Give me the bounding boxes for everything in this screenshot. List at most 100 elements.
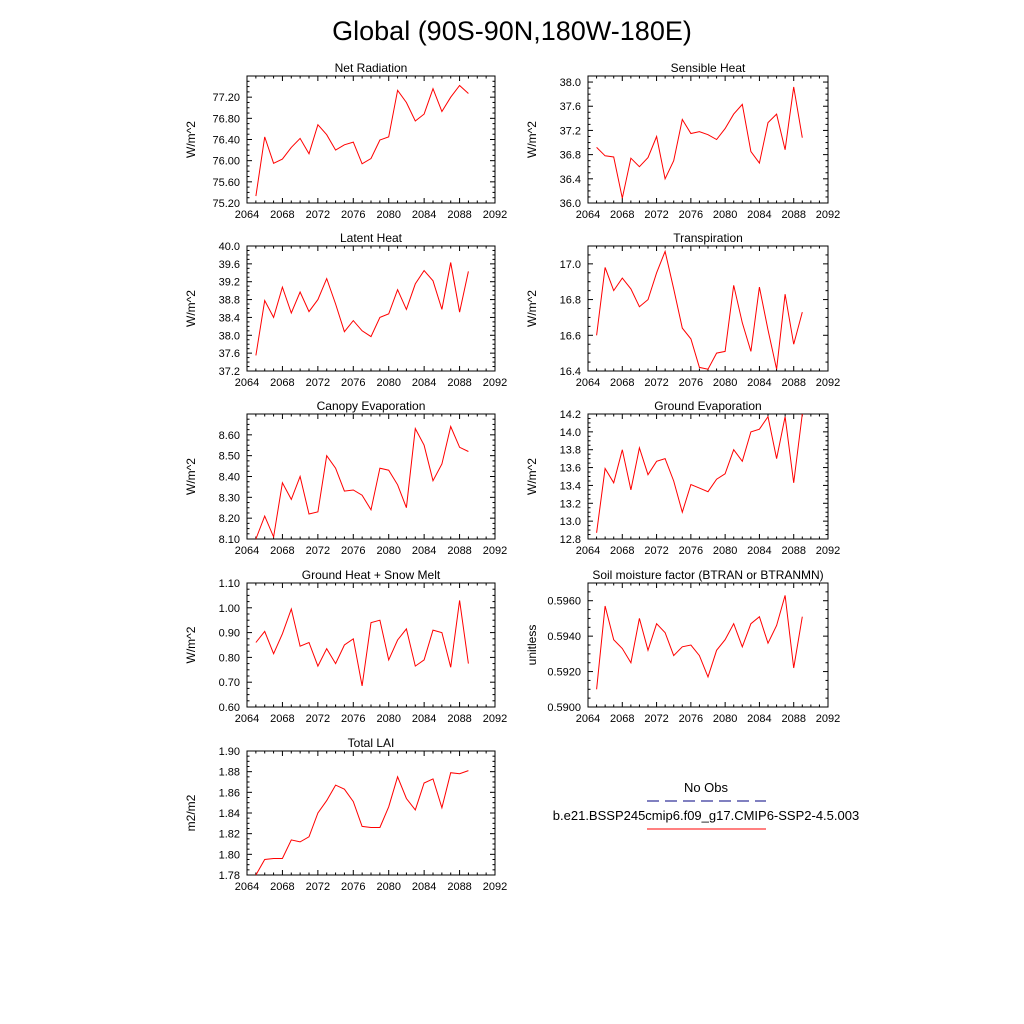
x-tick-label: 2064 [576,377,600,389]
y-axis-label: W/m^2 [184,458,198,495]
x-tick-label: 2072 [306,377,330,389]
x-tick-label: 2072 [644,377,668,389]
y-tick-label: 14.0 [560,427,581,439]
y-tick-label: 0.5940 [547,631,581,643]
x-tick-label: 2076 [341,545,365,557]
x-tick-label: 2092 [816,713,840,725]
y-tick-label: 38.0 [560,77,581,89]
y-tick-label: 1.88 [219,767,240,779]
y-tick-label: 75.60 [212,177,240,189]
plot-frame [588,583,828,707]
x-tick-label: 2068 [270,209,294,221]
y-tick-label: 8.50 [219,451,240,463]
x-tick-label: 2072 [644,713,668,725]
y-tick-label: 36.4 [560,174,581,186]
y-tick-label: 17.0 [560,259,581,271]
plot-frame [588,414,828,539]
y-tick-label: 16.4 [560,366,581,378]
panel-title: Canopy Evaporation [317,399,426,413]
plot-frame [247,751,495,875]
series-line [597,414,803,533]
x-tick-label: 2068 [610,377,634,389]
chart-panel: Sensible Heat 2064 2068 2072 2076 2080 2084 208… [525,61,840,221]
series-line [256,427,469,540]
panel-title: Net Radiation [335,61,408,75]
x-tick-label: 2092 [483,713,507,725]
y-tick-label: 13.2 [560,498,581,510]
y-tick-label: 38.4 [219,312,240,324]
chart-panel: Latent Heat 2064 2068 2072 2076 2080 2084 2088 2… [184,231,507,389]
y-axis-label: W/m^2 [184,626,198,663]
page-title: Global (90S-90N,180W-180E) [332,16,692,46]
plot-frame [247,246,495,371]
y-tick-label: 8.10 [219,534,240,546]
series-line [256,600,469,686]
x-tick-label: 2068 [270,713,294,725]
y-tick-label: 38.8 [219,295,240,307]
chart-panel: Net Radiation 2064 2068 2072 2076 2080 2084 208… [184,61,507,221]
y-axis-label: unitless [525,625,539,666]
y-tick-label: 37.6 [560,101,581,113]
x-tick-label: 2088 [781,545,805,557]
y-tick-label: 13.4 [560,480,581,492]
y-tick-label: 36.8 [560,150,581,162]
x-tick-label: 2064 [235,881,259,893]
y-tick-label: 76.00 [212,156,240,168]
panel-title: Ground Heat + Snow Melt [302,568,441,582]
chart-panel: Transpiration 2064 2068 2072 2076 2080 2084 208… [525,231,840,389]
x-tick-label: 2076 [341,881,365,893]
x-tick-label: 2080 [376,713,400,725]
y-tick-label: 1.80 [219,849,240,861]
x-tick-label: 2092 [816,545,840,557]
x-tick-label: 2076 [679,713,703,725]
x-tick-label: 2084 [412,377,436,389]
series-line [597,87,803,198]
y-tick-label: 8.60 [219,430,240,442]
panel-title: Transpiration [673,231,743,245]
x-tick-label: 2080 [713,713,737,725]
x-tick-label: 2080 [713,209,737,221]
y-tick-label: 39.6 [219,259,240,271]
y-axis-label: W/m^2 [525,458,539,495]
x-tick-label: 2072 [306,881,330,893]
x-tick-label: 2076 [341,209,365,221]
x-tick-label: 2072 [306,209,330,221]
y-tick-label: 38.0 [219,330,240,342]
y-tick-label: 0.5920 [547,667,581,679]
x-tick-label: 2068 [610,209,634,221]
x-tick-label: 2076 [679,209,703,221]
x-tick-label: 2064 [576,209,600,221]
y-axis-label: W/m^2 [184,290,198,327]
y-tick-label: 14.2 [560,409,581,421]
y-tick-label: 8.40 [219,472,240,484]
chart-panel: Total LAI 2064 2068 2072 2076 2080 2084 2088 209… [184,736,507,893]
y-axis-label: m2/m2 [184,794,198,831]
y-tick-label: 0.5960 [547,596,581,608]
y-tick-label: 12.8 [560,534,581,546]
y-tick-label: 13.6 [560,463,581,475]
y-axis-label: W/m^2 [184,121,198,158]
x-tick-label: 2064 [235,209,259,221]
x-tick-label: 2084 [412,881,436,893]
panel-title: Latent Heat [340,231,403,245]
legend: No Obs b.e21.BSSP245cmip6.f09_g17.CMIP6-… [553,780,859,829]
x-tick-label: 2084 [412,209,436,221]
x-tick-label: 2080 [376,209,400,221]
x-tick-label: 2084 [412,545,436,557]
y-tick-label: 0.80 [219,652,240,664]
x-tick-label: 2068 [270,881,294,893]
series-line [597,595,803,689]
chart-panel: Canopy Evaporation 2064 2068 2072 2076 2080 20… [184,399,507,557]
x-tick-label: 2080 [713,545,737,557]
x-tick-label: 2092 [816,377,840,389]
x-tick-label: 2092 [483,377,507,389]
series-line [597,251,803,369]
y-tick-label: 8.30 [219,492,240,504]
y-tick-label: 0.90 [219,628,240,640]
x-tick-label: 2076 [679,545,703,557]
plot-frame [588,246,828,371]
x-tick-label: 2064 [576,545,600,557]
y-tick-label: 1.82 [219,829,240,841]
panel-title: Sensible Heat [671,61,746,75]
chart-panel: Ground Heat + Snow Melt 2064 2068 2072 2076 2… [184,568,507,725]
